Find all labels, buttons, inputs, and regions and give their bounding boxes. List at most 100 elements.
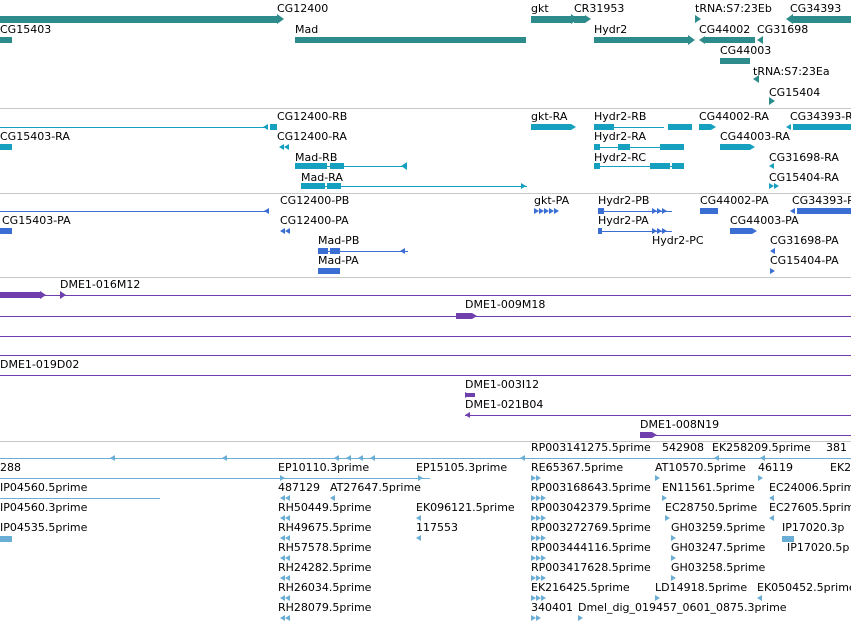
exon-chevron-icon[interactable] [652,208,657,214]
strand-left-arrow[interactable] [757,595,762,601]
exon-chevron-icon[interactable] [541,495,546,501]
exon-chevron-icon[interactable] [539,208,544,214]
feature-glyph[interactable] [640,432,652,438]
feature-glyph[interactable] [574,16,585,23]
strand-right-arrow[interactable] [280,475,285,481]
feature-glyph[interactable] [330,163,344,169]
exon-chevron-icon[interactable] [536,595,541,601]
exon-chevron-icon[interactable] [280,535,285,541]
strand-left-arrow[interactable] [370,455,375,461]
exon-chevron-icon[interactable] [280,515,285,521]
strand-left-arrow[interactable] [401,162,407,170]
exon-chevron-icon[interactable] [280,555,285,561]
exon-chevron-icon[interactable] [541,595,546,601]
feature-glyph[interactable] [594,163,600,169]
exon-chevron-icon[interactable] [534,208,539,214]
exon-chevron-icon[interactable] [285,575,290,581]
strand-left-arrow[interactable] [520,455,525,461]
strand-right-arrow[interactable] [277,14,284,24]
feature-glyph[interactable] [301,183,325,189]
feature-glyph[interactable] [730,228,752,234]
strand-right-arrow[interactable] [752,228,757,234]
exon-chevron-icon[interactable] [531,515,536,521]
feature-glyph[interactable] [668,124,692,130]
feature-glyph[interactable] [598,208,604,214]
feature-glyph[interactable] [327,183,341,189]
exon-chevron-icon[interactable] [285,535,290,541]
strand-right-arrow[interactable] [770,268,775,274]
exon-chevron-icon[interactable] [280,575,285,581]
strand-left-arrow[interactable] [416,515,421,521]
exon-chevron-icon[interactable] [536,535,541,541]
strand-left-arrow[interactable] [263,124,268,130]
exon-chevron-icon[interactable] [531,595,536,601]
strand-right-arrow[interactable] [695,15,701,23]
feature-glyph[interactable] [456,313,472,319]
feature-glyph[interactable] [650,163,670,169]
strand-left-arrow[interactable] [769,163,774,169]
feature-glyph[interactable] [318,248,328,254]
feature-glyph[interactable] [705,37,755,43]
exon-chevron-icon[interactable] [554,208,559,214]
strand-left-arrow[interactable] [770,248,775,254]
feature-glyph[interactable] [797,208,851,214]
exon-chevron-icon[interactable] [657,208,662,214]
strand-right-arrow[interactable] [671,555,676,561]
strand-right-arrow[interactable] [578,615,583,621]
strand-right-arrow[interactable] [655,595,660,601]
exon-chevron-icon[interactable] [531,615,536,621]
exon-chevron-icon[interactable] [280,615,285,621]
strand-right-arrow[interactable] [585,15,591,23]
exon-chevron-icon[interactable] [536,515,541,521]
strand-right-arrow[interactable] [671,535,676,541]
feature-glyph[interactable] [0,16,277,23]
exon-chevron-icon[interactable] [536,495,541,501]
strand-left-arrow[interactable] [334,455,339,461]
strand-left-arrow[interactable] [222,455,227,461]
feature-glyph[interactable] [270,124,277,130]
feature-glyph[interactable] [0,292,40,298]
strand-left-arrow[interactable] [416,535,421,541]
strand-left-arrow[interactable] [790,208,795,214]
exon-chevron-icon[interactable] [531,535,536,541]
exon-chevron-icon[interactable] [285,615,290,621]
feature-glyph[interactable] [700,208,718,214]
exon-chevron-icon[interactable] [284,144,289,150]
feature-glyph[interactable] [793,124,851,130]
strand-left-arrow[interactable] [714,455,719,461]
feature-glyph[interactable] [531,124,571,130]
strand-right-arrow[interactable] [60,291,66,299]
strand-right-arrow[interactable] [758,475,763,481]
exon-chevron-icon[interactable] [769,183,774,189]
strand-right-arrow[interactable] [40,291,46,299]
feature-glyph[interactable] [0,228,12,234]
strand-right-arrow[interactable] [655,475,660,481]
exon-chevron-icon[interactable] [662,228,667,234]
strand-right-arrow[interactable] [711,124,716,130]
feature-glyph[interactable] [720,58,750,64]
exon-chevron-icon[interactable] [544,208,549,214]
exon-chevron-icon[interactable] [774,183,779,189]
feature-glyph[interactable] [0,37,12,43]
exon-chevron-icon[interactable] [531,555,536,561]
exon-chevron-icon[interactable] [652,228,657,234]
exon-chevron-icon[interactable] [285,228,290,234]
feature-glyph[interactable] [0,536,12,542]
feature-glyph[interactable] [782,536,794,542]
feature-glyph[interactable] [793,16,851,23]
feature-glyph[interactable] [594,144,600,150]
feature-glyph[interactable] [594,124,614,130]
feature-glyph[interactable] [330,248,340,254]
strand-right-arrow[interactable] [769,97,775,105]
strand-left-arrow[interactable] [757,36,763,44]
strand-right-arrow[interactable] [671,575,676,581]
strand-right-arrow[interactable] [652,432,657,438]
exon-chevron-icon[interactable] [531,475,536,481]
strand-left-arrow[interactable] [330,495,335,501]
strand-left-arrow[interactable] [110,455,115,461]
feature-glyph[interactable] [672,163,684,169]
strand-left-arrow[interactable] [769,495,774,501]
strand-left-arrow[interactable] [400,248,405,254]
strand-right-arrow[interactable] [665,515,670,521]
strand-left-arrow[interactable] [465,412,470,418]
